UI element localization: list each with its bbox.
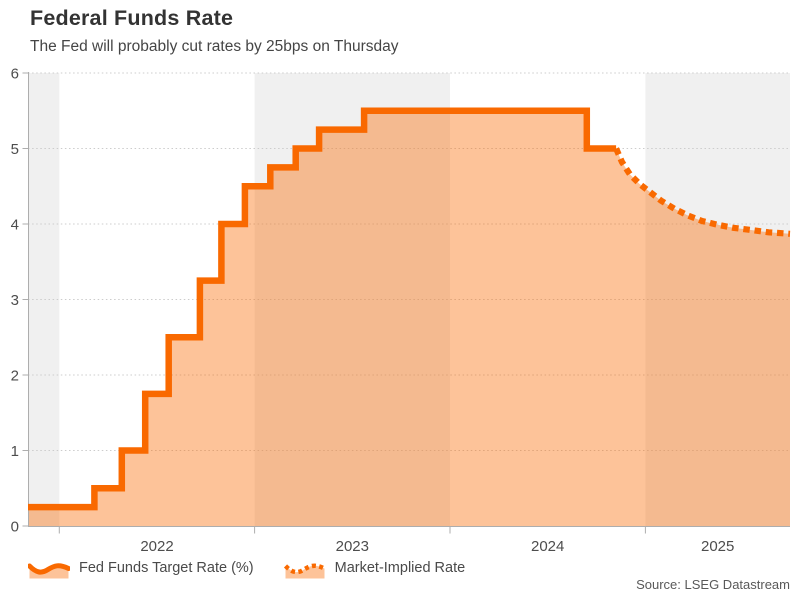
- source-attribution: Source: LSEG Datastream: [636, 577, 790, 592]
- x-tick-label: 2025: [701, 538, 734, 555]
- legend-item-market-implied-rate: Market-Implied Rate: [283, 558, 466, 579]
- rate-area-fill: [28, 110, 790, 527]
- legend-label-market-implied-rate: Market-Implied Rate: [334, 560, 466, 576]
- y-tick-label: 4: [11, 217, 19, 234]
- chart-title: Federal Funds Rate: [30, 6, 234, 30]
- y-tick-label: 2: [11, 368, 19, 385]
- y-tick-label: 5: [11, 141, 19, 158]
- x-tick-label: 2023: [336, 538, 369, 555]
- x-tick-label: 2024: [531, 538, 564, 555]
- y-tick-label: 1: [11, 443, 19, 460]
- solid-area-swatch-icon: [28, 562, 70, 578]
- legend-label-fed-funds-target-rate: Fed Funds Target Rate (%): [79, 560, 254, 576]
- chart-subtitle: The Fed will probably cut rates by 25bps…: [30, 38, 399, 55]
- chart-legend: Fed Funds Target Rate (%) Market-Implied…: [28, 556, 465, 580]
- x-tick-label: 2022: [140, 538, 173, 555]
- y-tick-label: 3: [11, 292, 19, 309]
- legend-item-fed-funds-target-rate: Fed Funds Target Rate (%): [28, 558, 254, 579]
- y-tick-label: 6: [11, 66, 19, 83]
- dotted-area-swatch-icon: [283, 563, 326, 578]
- fed-funds-target-rate-line: [28, 107, 617, 511]
- y-tick-label: 0: [11, 519, 19, 536]
- market-implied-rate-line: [613, 147, 791, 237]
